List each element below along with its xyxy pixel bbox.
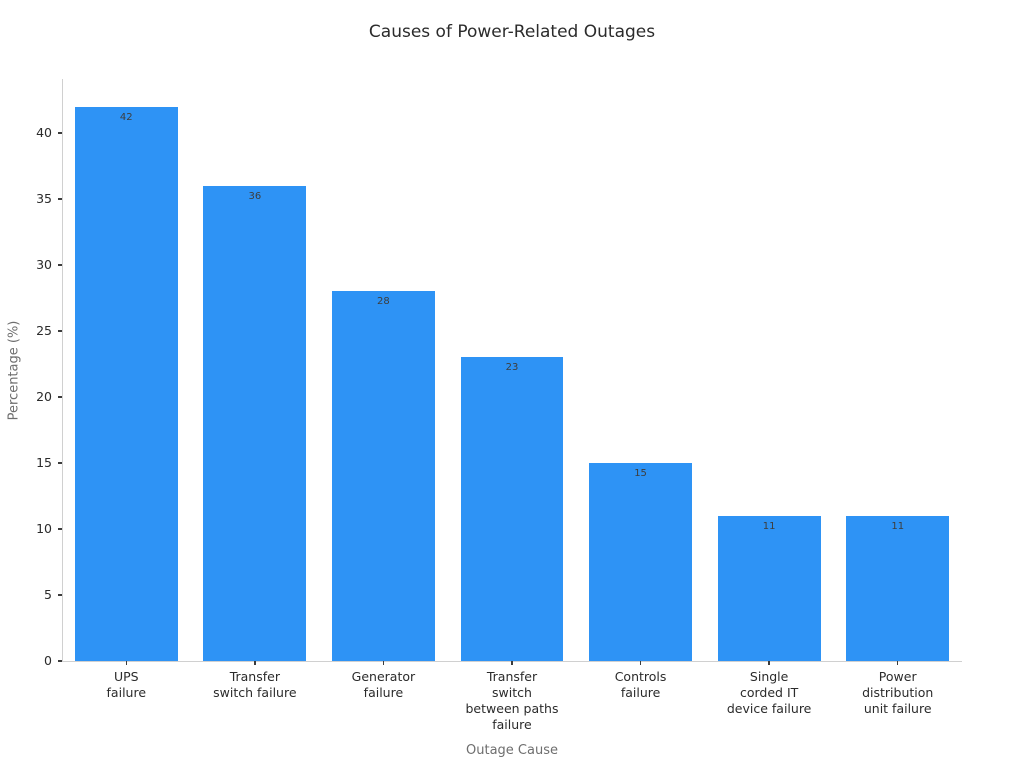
bar-value-label: 36	[248, 190, 262, 202]
x-tick-label: Power distribution unit failure	[862, 669, 934, 716]
bar-value-label: 28	[377, 296, 390, 308]
x-tick-mark	[768, 661, 770, 665]
x-tick-label: Transfer switch between paths failure	[465, 669, 559, 732]
y-tick-mark	[57, 330, 62, 332]
bar-value-label: 11	[891, 520, 905, 532]
x-axis-title: Outage Cause	[466, 743, 558, 758]
bar-value-label: 23	[505, 362, 519, 374]
y-tick-label: 0	[44, 653, 52, 668]
x-tick-label: Transfer switch failure	[213, 669, 297, 700]
x-tick-label: Controls failure	[614, 669, 667, 700]
y-tick-label: 15	[36, 455, 52, 471]
bar	[460, 357, 564, 661]
y-tick-mark	[57, 198, 62, 200]
y-tick-mark	[57, 132, 62, 134]
y-tick-label: 30	[36, 257, 52, 273]
y-tick-mark	[57, 594, 62, 596]
x-tick-label: Single corded IT device failure	[726, 669, 812, 716]
x-tick-label: UPS failure	[106, 669, 147, 700]
bar	[717, 515, 821, 661]
y-tick-mark	[57, 396, 62, 398]
bar-value-label: 15	[634, 468, 647, 480]
y-tick-label: 40	[36, 125, 52, 141]
bar	[74, 106, 178, 661]
bar	[846, 515, 950, 661]
bar	[203, 185, 307, 661]
y-tick-mark	[57, 462, 62, 464]
x-tick-mark	[897, 661, 899, 665]
x-tick-mark	[382, 661, 385, 665]
bar	[589, 463, 692, 661]
x-tick-mark	[125, 661, 127, 665]
y-axis-line	[62, 79, 63, 662]
y-tick-label: 5	[44, 587, 52, 602]
y-tick-label: 10	[36, 521, 52, 537]
y-tick-label: 20	[36, 389, 52, 405]
y-tick-mark	[57, 660, 62, 662]
bar-value-label: 11	[762, 520, 776, 532]
x-tick-mark	[511, 661, 513, 665]
y-tick-label: 35	[36, 191, 52, 207]
y-tick-label: 25	[36, 323, 52, 339]
chart-title: Causes of Power-Related Outages	[368, 22, 656, 42]
x-tick-label: Generator failure	[351, 669, 416, 700]
bar	[332, 291, 435, 661]
bar-value-label: 42	[119, 111, 133, 123]
y-axis-title: Percentage (%)	[6, 320, 22, 421]
y-tick-mark	[57, 264, 62, 266]
x-tick-mark	[254, 661, 256, 665]
y-tick-mark	[57, 528, 62, 530]
x-tick-mark	[639, 661, 642, 665]
